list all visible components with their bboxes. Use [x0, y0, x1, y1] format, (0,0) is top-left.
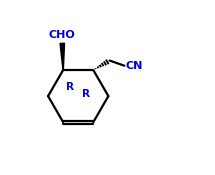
Text: CHO: CHO — [49, 30, 76, 40]
Text: R: R — [66, 82, 74, 92]
Text: CN: CN — [125, 61, 143, 71]
Polygon shape — [60, 43, 64, 70]
Text: R: R — [83, 89, 91, 99]
